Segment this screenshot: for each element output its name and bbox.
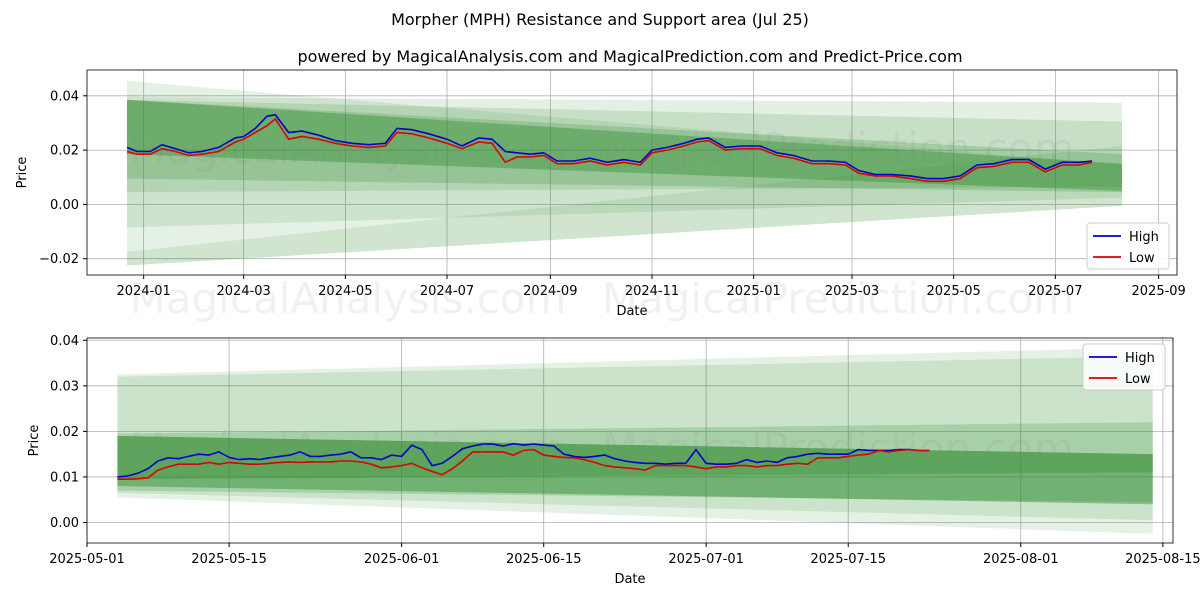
y-tick-label: 0.03 bbox=[50, 379, 79, 394]
watermark-prediction-mid: MagicalPrediction.com bbox=[602, 274, 1075, 323]
bottom-panel: 2025-05-01 2025-05-15 2025-06-01 2025-06-15… bbox=[27, 334, 1200, 587]
y-tick-label: −0.02 bbox=[39, 252, 79, 267]
series-line-low bbox=[126, 117, 1093, 183]
x-tick-label: 2025-07-15 bbox=[810, 552, 886, 567]
x-tick-label: 2025-08-15 bbox=[1125, 552, 1200, 567]
series-lines bbox=[117, 442, 930, 480]
watermark-analysis-mid: MagicalAnalysis.com bbox=[130, 274, 567, 323]
legend-label-low: Low bbox=[1125, 372, 1151, 387]
x-tick-label: 2025-07 bbox=[1028, 284, 1082, 299]
chart-subtitle: powered by MagicalAnalysis.com and Magic… bbox=[297, 47, 962, 66]
chart-title: Morpher (MPH) Resistance and Support are… bbox=[391, 10, 809, 29]
x-axis-label: Date bbox=[614, 572, 645, 587]
legend: High Low bbox=[1086, 222, 1170, 270]
y-axis-label: Price bbox=[15, 157, 30, 189]
series-line-high bbox=[126, 113, 1093, 180]
y-tick-label: 0.00 bbox=[50, 516, 79, 531]
x-tick-label: 2025-05 bbox=[927, 284, 981, 299]
watermark-prediction-bottom: MagicalPrediction.com bbox=[602, 424, 1075, 473]
x-tick-label: 2024-03 bbox=[217, 284, 271, 299]
series-line-high bbox=[117, 442, 930, 478]
y-tick-label: 0.02 bbox=[50, 144, 79, 159]
support-resistance-bands bbox=[127, 80, 1122, 266]
band-area bbox=[127, 99, 1122, 193]
series-lines bbox=[126, 113, 1093, 183]
legend-label-high: High bbox=[1129, 230, 1159, 245]
y-tick-label: 0.04 bbox=[50, 334, 79, 349]
x-tick-label: 2025-06-15 bbox=[506, 552, 582, 567]
band-area bbox=[127, 99, 1122, 193]
band-area bbox=[117, 356, 1153, 521]
watermark-prediction-top: MagicalPrediction.com bbox=[602, 124, 1075, 173]
gridlines bbox=[86, 338, 1173, 543]
y-axis: 0.00 0.01 0.02 0.03 0.04 bbox=[50, 334, 87, 531]
x-tick-label: 2025-05-15 bbox=[191, 552, 267, 567]
x-tick-label: 2025-06-01 bbox=[364, 552, 440, 567]
watermark-analysis-bottom: MagicalAnalysis.com bbox=[130, 424, 567, 473]
y-tick-label: 0.02 bbox=[50, 425, 79, 440]
x-tick-label: 2025-07-01 bbox=[668, 552, 744, 567]
legend-label-low: Low bbox=[1129, 251, 1155, 266]
x-tick-label: 2025-01 bbox=[727, 284, 781, 299]
band-area bbox=[127, 80, 1122, 266]
gridlines bbox=[87, 70, 1177, 275]
series-line-low bbox=[117, 448, 930, 480]
x-tick-label: 2025-08-01 bbox=[983, 552, 1059, 567]
x-axis-label: Date bbox=[616, 304, 647, 319]
x-tick-label: 2024-05 bbox=[318, 284, 372, 299]
y-axis: −0.02 0.00 0.02 0.04 bbox=[39, 89, 87, 267]
x-tick-label: 2025-03 bbox=[825, 284, 879, 299]
x-tick-label: 2025-05-01 bbox=[49, 552, 125, 567]
band-area bbox=[117, 435, 1153, 480]
watermarks: MagicalAnalysis.com MagicalPrediction.co… bbox=[130, 124, 1075, 473]
y-axis-label: Price bbox=[27, 425, 42, 457]
x-tick-label: 2024-01 bbox=[117, 284, 171, 299]
x-axis: 2024-01 2024-03 2024-05 2024-07 2024-09 2024-… bbox=[117, 275, 1186, 299]
y-tick-label: 0.00 bbox=[50, 198, 79, 213]
legend: High Low bbox=[1082, 343, 1166, 391]
x-axis: 2025-05-01 2025-05-15 2025-06-01 2025-06-15… bbox=[49, 543, 1200, 567]
top-panel: 2024-01 2024-03 2024-05 2024-07 2024-09 2024-… bbox=[15, 69, 1186, 319]
plot-frame bbox=[86, 337, 1174, 544]
x-tick-label: 2024-07 bbox=[420, 284, 474, 299]
x-tick-label: 2025-09 bbox=[1132, 284, 1186, 299]
plot-frame bbox=[86, 69, 1178, 276]
watermark-analysis-top: MagicalAnalysis.com bbox=[130, 124, 567, 173]
legend-label-high: High bbox=[1125, 351, 1155, 366]
x-tick-label: 2024-11 bbox=[625, 284, 679, 299]
band-area bbox=[117, 435, 1153, 505]
band-area bbox=[117, 347, 1153, 534]
x-tick-label: 2024-09 bbox=[523, 284, 577, 299]
y-tick-label: 0.04 bbox=[50, 89, 79, 104]
band-area bbox=[127, 99, 1122, 191]
support-resistance-bands bbox=[117, 347, 1153, 534]
y-tick-label: 0.01 bbox=[50, 470, 79, 485]
